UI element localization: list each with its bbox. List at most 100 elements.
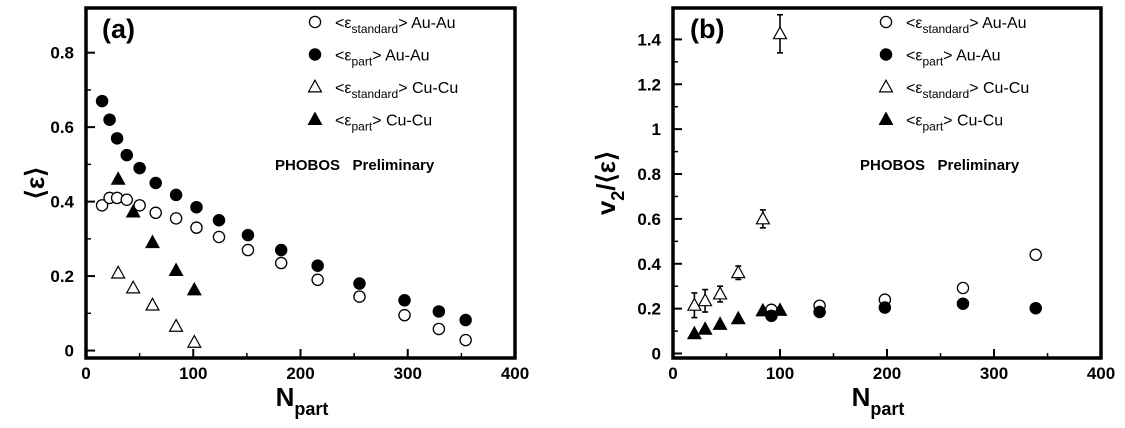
eps_part_cucu-point [110, 171, 126, 185]
panel-b-y-tick-label: 1.4 [637, 30, 661, 49]
eps_standard_cucu-point [110, 265, 126, 279]
panel-b-y-axis-post: /⟨ε⟩ [591, 151, 621, 191]
eps_part_auau-point [169, 188, 183, 202]
panel-a-y-tick-label: 0.2 [50, 267, 74, 286]
eps_standard_auau-point [149, 206, 162, 220]
eps_standard_auau-point [353, 290, 366, 303]
eps_standard_auau-point [398, 308, 411, 322]
panel-a-legend-sub: part [351, 55, 372, 69]
panel-a-marks [95, 94, 472, 348]
v2_eps_standard_auau-point [956, 281, 970, 295]
eps_standard_auau-point [190, 221, 203, 234]
v2_eps_part_cucu-point [686, 325, 702, 340]
panel-b-legend: <εstandard> Au-Au<εpart> Au-Au<εstandard… [878, 15, 1029, 134]
eps_part_auau-point [190, 200, 203, 214]
panel-b-marks [686, 13, 1042, 340]
v2_eps_part_cucu-point [712, 316, 728, 330]
panel-b-y-tick-label: 0.8 [637, 165, 661, 184]
panel-b-legend-post: > Cu-Cu [969, 80, 1029, 97]
panel-b-legend-post: > Au-Au [969, 15, 1026, 32]
eps_standard_auau-point [133, 199, 146, 212]
v2_eps_part_auau-point [956, 297, 970, 310]
panel-a-legend: <εstandard> Au-Au<εpart> Au-Au<εstandard… [307, 15, 458, 134]
panel-b-legend-entry: <εpart> Cu-Cu [906, 113, 1003, 134]
panel-b-y-axis-sub: 2 [608, 191, 628, 201]
panel-b-x-tick-label: 100 [766, 364, 794, 383]
eps_standard_auau-point [459, 333, 472, 347]
panel-b-legend-marker [878, 111, 894, 125]
panel-b-plot-frame [671, 6, 1103, 360]
eps_standard_auau-point [120, 193, 134, 207]
eps_part_auau-point [241, 228, 255, 242]
panel-a-y-ticks: 0 0.2 0.4 0.6 0.8 [50, 44, 95, 361]
eps_standard_cucu-point [186, 334, 202, 348]
eps_part_auau-point [398, 294, 411, 307]
panel-a-legend-pre: <ε [335, 80, 351, 97]
panel-a-legend-post: > Au-Au [398, 15, 455, 32]
eps_part_auau-point [432, 305, 446, 318]
v2_eps_standard_auau-point [1029, 248, 1042, 262]
eps_part_auau-point [95, 94, 109, 108]
panel-a-x-tick-label: 100 [179, 364, 207, 383]
eps_standard_auau-point [212, 230, 226, 244]
eps_part_auau-point [274, 243, 288, 257]
eps_part_auau-point [353, 277, 366, 290]
panel-b-legend-pre: <ε [906, 80, 922, 97]
panel-b-y-axis-pre: v [591, 200, 621, 215]
panel-b-y-tick-label: 1 [652, 120, 661, 139]
panel-b-x-tick-label: 0 [668, 364, 677, 383]
panel-a-y-axis-title: ⟨ε⟩ [20, 167, 50, 200]
panel-b-y-tick-label: 1.2 [637, 75, 661, 94]
panel-a-legend-entry: <εpart> Cu-Cu [335, 113, 432, 134]
panel-a-legend-post: > Cu-Cu [372, 113, 432, 130]
eps_standard_auau-point [95, 199, 109, 212]
v2_eps_part_cucu-point [755, 302, 771, 317]
panel-a-legend-entry: <εpart> Au-Au [335, 48, 430, 69]
panel-a-legend-marker [308, 15, 322, 29]
eps_standard_auau-point [311, 273, 324, 287]
eps_part_cucu-point [186, 281, 202, 296]
eps_standard_auau-point [169, 212, 183, 225]
v2_eps_standard_cucu-point [772, 25, 788, 40]
panel-a-x-axis-sub: part [294, 399, 328, 419]
eps_standard_cucu-point [145, 297, 160, 311]
panel-a-plot-frame [84, 6, 517, 360]
panel-b-legend-post: > Cu-Cu [943, 113, 1003, 130]
panel-a-x-ticks: 0 100 200 300 400 [81, 349, 529, 383]
panel-b-x-tick-label: 300 [980, 364, 1008, 383]
eps_standard_cucu-point [125, 279, 141, 294]
v2_eps_part_cucu-point [730, 310, 746, 325]
panel-b-legend-post: > Au-Au [943, 48, 1000, 65]
panel-b-legend-sub: part [922, 120, 943, 134]
v2_eps_standard_cucu-point [730, 264, 746, 279]
panel-b-x-ticks: 0 100 200 300 400 [668, 349, 1115, 383]
panel-b-y-tick-label: 0.6 [637, 210, 661, 229]
v2_eps_part_cucu-point [772, 302, 788, 316]
panel-b-x-tick-label: 200 [873, 364, 901, 383]
panel-a-legend-entry: <εstandard> Au-Au [335, 15, 456, 36]
panel-a-x-tick-label: 300 [394, 364, 422, 383]
panel-b-legend-entry: <εpart> Au-Au [906, 48, 1001, 69]
panel-a-y-tick-label: 0.8 [50, 44, 74, 63]
panel-a-x-axis-title: Npart [276, 382, 329, 419]
eps_part_auau-point [103, 113, 116, 126]
panel-a-legend-pre: <ε [335, 113, 351, 130]
panel-a: 0 0.2 0.4 0.6 0.8 0 100 200 300 400 (a) PHOBOS P… [20, 6, 529, 419]
panel-b-y-tick-label: 0.4 [637, 255, 661, 274]
panel-b-legend-sub: standard [922, 87, 969, 101]
panel-a-label: (a) [102, 14, 135, 44]
panel-b-x-axis-sub: part [870, 399, 904, 419]
panel-b-x-axis-title: Npart [852, 382, 905, 419]
panel-b-x-axis-main: N [852, 382, 871, 412]
panel-b-legend-pre: <ε [906, 15, 922, 32]
panel-b-annotation: PHOBOS Preliminary [860, 157, 1020, 174]
panel-a-legend-pre: <ε [335, 15, 351, 32]
v2_eps_part_auau-point [813, 305, 826, 319]
panel-a-y-tick-label: 0 [65, 342, 74, 361]
panel-a-x-tick-label: 400 [501, 364, 529, 383]
panel-b-y-tick-label: 0 [652, 345, 661, 364]
panel-a-legend-sub: part [351, 120, 372, 134]
panel-b-legend-entry: <εstandard> Au-Au [906, 15, 1027, 36]
